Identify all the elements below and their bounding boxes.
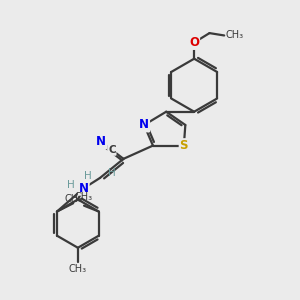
Text: O: O bbox=[189, 36, 199, 49]
Text: H: H bbox=[108, 168, 116, 178]
Text: CH₃: CH₃ bbox=[69, 264, 87, 274]
Text: N: N bbox=[139, 118, 149, 131]
Text: N: N bbox=[96, 135, 106, 148]
Text: CH₃: CH₃ bbox=[75, 192, 93, 202]
Text: CH₃: CH₃ bbox=[226, 31, 244, 40]
Text: H: H bbox=[67, 180, 74, 190]
Text: H: H bbox=[84, 171, 92, 181]
Text: CH₃: CH₃ bbox=[64, 194, 82, 204]
Text: S: S bbox=[180, 139, 188, 152]
Text: N: N bbox=[79, 182, 89, 195]
Text: C: C bbox=[108, 145, 116, 155]
